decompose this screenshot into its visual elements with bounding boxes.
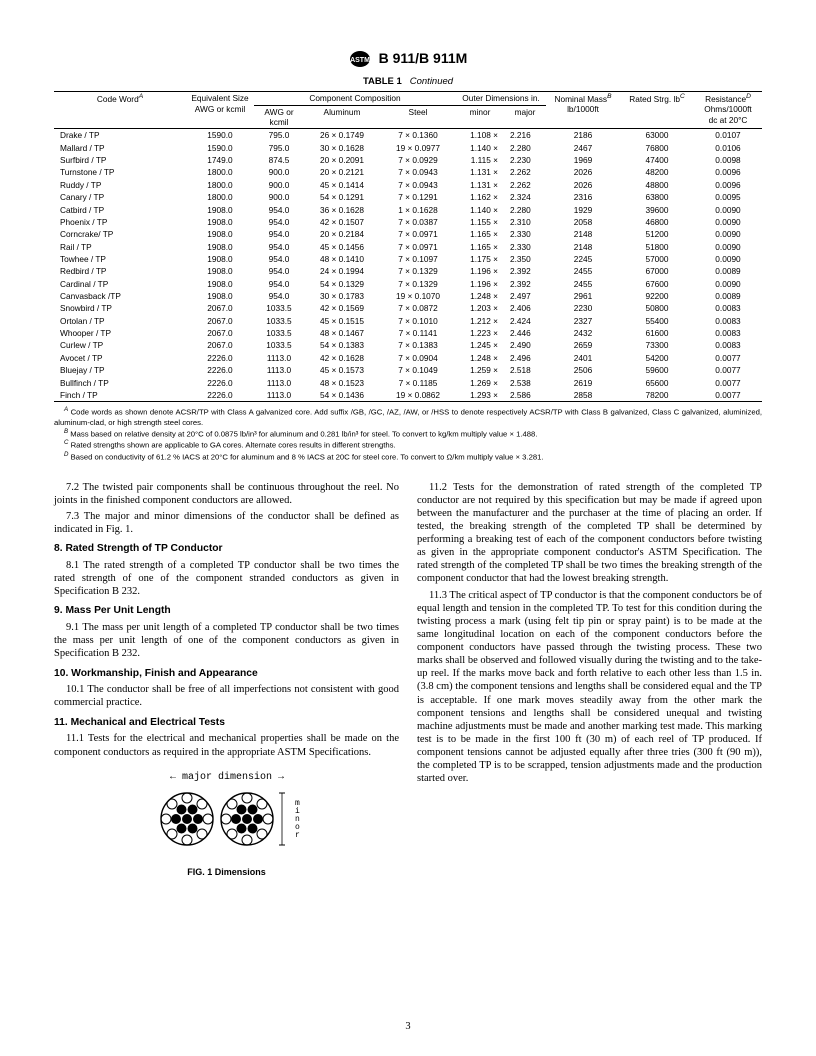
data-table: Code WordA Equivalent Size AWG or kcmil …: [54, 91, 762, 402]
th-minor: minor: [456, 105, 504, 129]
th-rated: Rated Strg. lbC: [620, 92, 694, 129]
th-awg: AWG or kcmil: [254, 105, 304, 129]
dimensions-diagram-icon: ← major dimension →: [132, 769, 322, 859]
table-row: Canary / TP1800.0900.054 × 0.12917 × 0.1…: [54, 191, 762, 203]
figure-caption: FIG. 1 Dimensions: [54, 867, 399, 878]
table-row: Bluejay / TP2226.01113.045 × 0.15737 × 0…: [54, 364, 762, 376]
figure-1: ← major dimension →: [54, 769, 399, 878]
designation: B 911/B 911M: [379, 50, 468, 66]
table-row: Rail / TP1908.0954.045 × 0.14567 × 0.097…: [54, 241, 762, 253]
footnote-c: C Rated strengths shown are applicable t…: [54, 439, 762, 451]
table-row: Phoenix / TP1908.0954.042 × 0.15077 × 0.…: [54, 216, 762, 228]
table-row: Drake / TP1590.0795.026 × 0.17497 × 0.13…: [54, 129, 762, 142]
th-major: major: [504, 105, 546, 129]
table-row: Snowbird / TP2067.01033.542 × 0.15697 × …: [54, 302, 762, 314]
table-row: Cardinal / TP1908.0954.054 × 0.13297 × 0…: [54, 278, 762, 290]
table-row: Ortolan / TP2067.01033.545 × 0.15157 × 0…: [54, 315, 762, 327]
table-row: Curlew / TP2067.01033.554 × 0.13837 × 0.…: [54, 339, 762, 351]
para-8-1: 8.1 The rated strength of a completed TP…: [54, 559, 399, 598]
table-row: Catbird / TP1908.0954.036 × 0.16281 × 0.…: [54, 204, 762, 216]
table-row: Corncrake/ TP1908.0954.020 × 0.21847 × 0…: [54, 228, 762, 240]
heading-8: 8. Rated Strength of TP Conductor: [54, 543, 399, 556]
table-row: Turnstone / TP1800.0900.020 × 0.21217 × …: [54, 166, 762, 178]
th-equivalent: Equivalent Size AWG or kcmil: [186, 92, 254, 129]
footnote-d: D Based on conductivity of 61.2 % IACS a…: [54, 451, 762, 463]
right-column: 11.2 Tests for the demonstration of rate…: [417, 481, 762, 879]
fig-major-label: ← major dimension →: [169, 771, 283, 783]
th-aluminum: Aluminum: [304, 105, 380, 129]
table-row: Bullfinch / TP2226.01113.048 × 0.15237 ×…: [54, 377, 762, 389]
table-footnotes: A Code words as shown denote ACSR/TP wit…: [54, 406, 762, 462]
table-row: Ruddy / TP1800.0900.045 × 0.14147 × 0.09…: [54, 179, 762, 191]
table-row: Finch / TP2226.01113.054 × 0.143619 × 0.…: [54, 389, 762, 402]
th-outer: Outer Dimensions in.: [456, 92, 546, 105]
astm-logo-icon: ASTM: [349, 50, 371, 68]
th-nominal: Nominal MassBlb/1000ft: [546, 92, 620, 129]
footnote-b: B Mass based on relative density at 20°C…: [54, 428, 762, 440]
body-columns: 7.2 The twisted pair components shall be…: [54, 481, 762, 879]
table-row: Avocet / TP2226.01113.042 × 0.16287 × 0.…: [54, 352, 762, 364]
table-row: Canvasback /TP1908.0954.030 × 0.178319 ×…: [54, 290, 762, 302]
para-7-2: 7.2 The twisted pair components shall be…: [54, 481, 399, 507]
th-component: Component Composition: [254, 92, 456, 105]
heading-10: 10. Workmanship, Finish and Appearance: [54, 668, 399, 681]
footnote-a: A Code words as shown denote ACSR/TP wit…: [54, 406, 762, 428]
para-11-1: 11.1 Tests for the electrical and mechan…: [54, 732, 399, 758]
table-row: Surfbird / TP1749.0874.520 × 0.20917 × 0…: [54, 154, 762, 166]
table-row: Whooper / TP2067.01033.548 × 0.14677 × 0…: [54, 327, 762, 339]
page-number: 3: [0, 1021, 816, 1032]
table-row: Towhee / TP1908.0954.048 × 0.14107 × 0.1…: [54, 253, 762, 265]
table-row: Mallard / TP1590.0795.030 × 0.162819 × 0…: [54, 142, 762, 154]
para-9-1: 9.1 The mass per unit length of a comple…: [54, 621, 399, 660]
svg-text:r: r: [295, 831, 300, 840]
th-codeword: Code WordA: [54, 92, 186, 129]
svg-text:ASTM: ASTM: [350, 57, 370, 64]
para-7-3: 7.3 The major and minor dimensions of th…: [54, 510, 399, 536]
th-steel: Steel: [380, 105, 456, 129]
para-10-1: 10.1 The conductor shall be free of all …: [54, 683, 399, 709]
left-column: 7.2 The twisted pair components shall be…: [54, 481, 399, 879]
doc-header: ASTM B 911/B 911M: [54, 50, 762, 68]
heading-9: 9. Mass Per Unit Length: [54, 605, 399, 618]
para-11-3: 11.3 The critical aspect of TP conductor…: [417, 589, 762, 786]
heading-11: 11. Mechanical and Electrical Tests: [54, 717, 399, 730]
table-row: Redbird / TP1908.0954.024 × 0.19947 × 0.…: [54, 265, 762, 277]
para-11-2: 11.2 Tests for the demonstration of rate…: [417, 481, 762, 586]
fig-minor-label: m i n o r: [295, 799, 300, 840]
table-caption: TABLE 1 Continued: [54, 76, 762, 87]
th-resistance: ResistanceDOhms/1000ftdc at 20°C: [694, 92, 762, 129]
